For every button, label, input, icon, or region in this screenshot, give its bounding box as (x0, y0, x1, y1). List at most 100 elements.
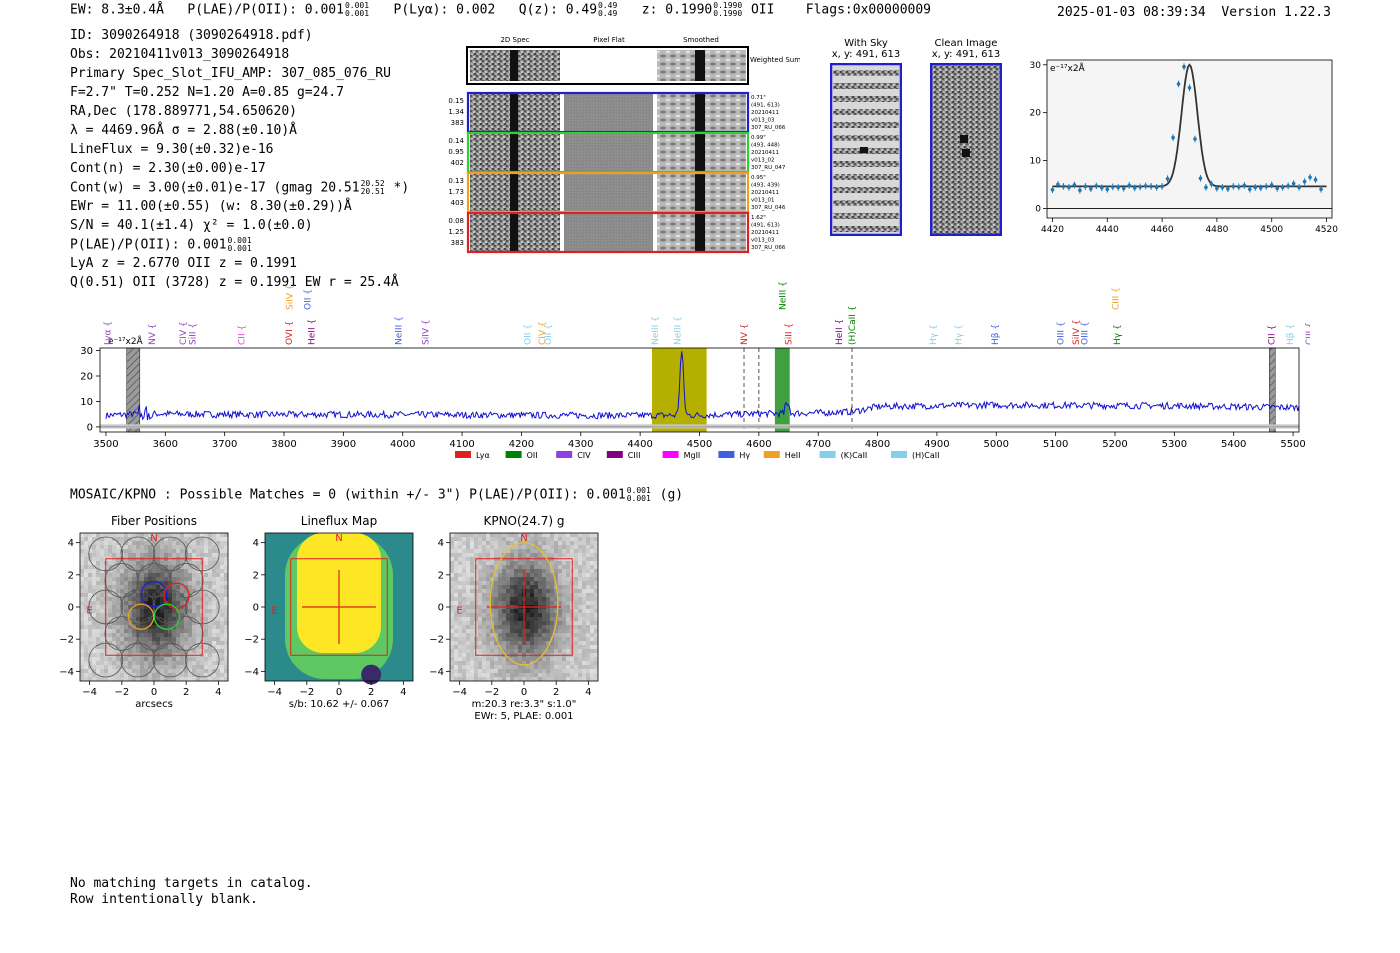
panel-pixel (212, 657, 216, 661)
with-sky-image (830, 63, 902, 236)
panel-pixel (220, 577, 224, 581)
spectral-line-label: CIV { (179, 321, 189, 345)
panel-pixel (574, 553, 578, 557)
panel-pixel (212, 645, 216, 649)
panel-pixel (172, 541, 176, 545)
panel-pixel (108, 601, 112, 605)
panel-pixel (490, 561, 494, 565)
panel-pixel (216, 621, 220, 625)
panel-pixel (80, 641, 84, 645)
panel-pixel (538, 609, 542, 613)
zoom-data-point (1100, 184, 1104, 192)
panel-pixel (212, 545, 216, 549)
panel-pixel (124, 597, 128, 601)
panel-pixel (526, 561, 530, 565)
panel-pixel (466, 669, 470, 673)
panel-pixel (502, 569, 506, 573)
panel-pixel (176, 665, 180, 669)
panel-pixel (558, 633, 562, 637)
panel-pixel (224, 669, 228, 673)
panel-pixel (176, 669, 180, 673)
panel-pixel (458, 661, 462, 665)
spectral-line-label: NV { (740, 324, 750, 345)
panel-pixel (112, 581, 116, 585)
panel-pixel (188, 629, 192, 633)
panel-pixel (454, 669, 458, 673)
panel-pixel (216, 641, 220, 645)
panel-pixel (124, 589, 128, 593)
panel-pixel (594, 549, 598, 553)
panel-pixel (582, 625, 586, 629)
panel-pixel (530, 601, 534, 605)
panel-pixel (574, 597, 578, 601)
panel-pixel (562, 573, 566, 577)
panel-pixel (546, 569, 550, 573)
panel-pixel (140, 541, 144, 545)
panel-pixel (518, 549, 522, 553)
panel-pixel (116, 649, 120, 653)
panel-pixel (458, 557, 462, 561)
panel-pixel (522, 565, 526, 569)
panel-pixel (164, 553, 168, 557)
panel-pixel (92, 657, 96, 661)
panel-pixel (578, 637, 582, 641)
panel-pixel (454, 541, 458, 545)
panel-pixel (196, 577, 200, 581)
panel-pixel (578, 573, 582, 577)
spectral-line-label: OVI { (285, 321, 295, 345)
panel-pixel (172, 677, 176, 681)
panel-pixel (168, 617, 172, 621)
panel-pixel (152, 673, 156, 677)
panel-pixel (156, 649, 160, 653)
panel-pixel (510, 661, 514, 665)
panel-pixel (88, 645, 92, 649)
panel-pixel (224, 661, 228, 665)
panel-x-tick-label: 0 (151, 687, 157, 698)
panel-pixel (510, 577, 514, 581)
panel-pixel (180, 673, 184, 677)
panel-pixel (216, 585, 220, 589)
panel-pixel (594, 533, 598, 537)
panel-pixel (96, 553, 100, 557)
panel-pixel (208, 533, 212, 537)
panel-pixel (566, 649, 570, 653)
panel-pixel (180, 585, 184, 589)
panel-pixel (454, 561, 458, 565)
panel-pixel (514, 565, 518, 569)
panel-pixel (84, 537, 88, 541)
cutout-header-smoothed: Smoothed (683, 36, 719, 44)
spectrum-x-tick-label: 4700 (805, 439, 830, 450)
panel-pixel (554, 597, 558, 601)
panel-pixel (506, 645, 510, 649)
panel-pixel (184, 573, 188, 577)
panel-pixel (482, 609, 486, 613)
legend-label: (H)CaII (912, 451, 939, 460)
panel-pixel (100, 665, 104, 669)
panel-pixel (144, 621, 148, 625)
panel-pixel (124, 613, 128, 617)
panel-x-tick-label: 2 (368, 687, 374, 698)
panel-pixel (582, 533, 586, 537)
panel-pixel (546, 593, 550, 597)
panel-pixel (518, 609, 522, 613)
panel-pixel (172, 641, 176, 645)
panel-pixel (96, 645, 100, 649)
panel-pixel (128, 561, 132, 565)
panel-pixel (196, 633, 200, 637)
panel-pixel (160, 645, 164, 649)
panel-pixel (458, 569, 462, 573)
panel-pixel (546, 597, 550, 601)
panel-pixel (140, 545, 144, 549)
panel-pixel (454, 605, 458, 609)
panel-pixel (450, 553, 454, 557)
panel-pixel (590, 589, 594, 593)
panel-pixel (474, 661, 478, 665)
panel-title: Fiber Positions (111, 514, 197, 528)
info-plae-hi: 0.001 (227, 236, 252, 245)
panel-y-tick-label: 4 (68, 538, 74, 549)
panel-pixel (204, 553, 208, 557)
panel-pixel (124, 673, 128, 677)
panel-pixel (204, 677, 208, 681)
panel-pixel (204, 569, 208, 573)
panel-pixel (144, 577, 148, 581)
